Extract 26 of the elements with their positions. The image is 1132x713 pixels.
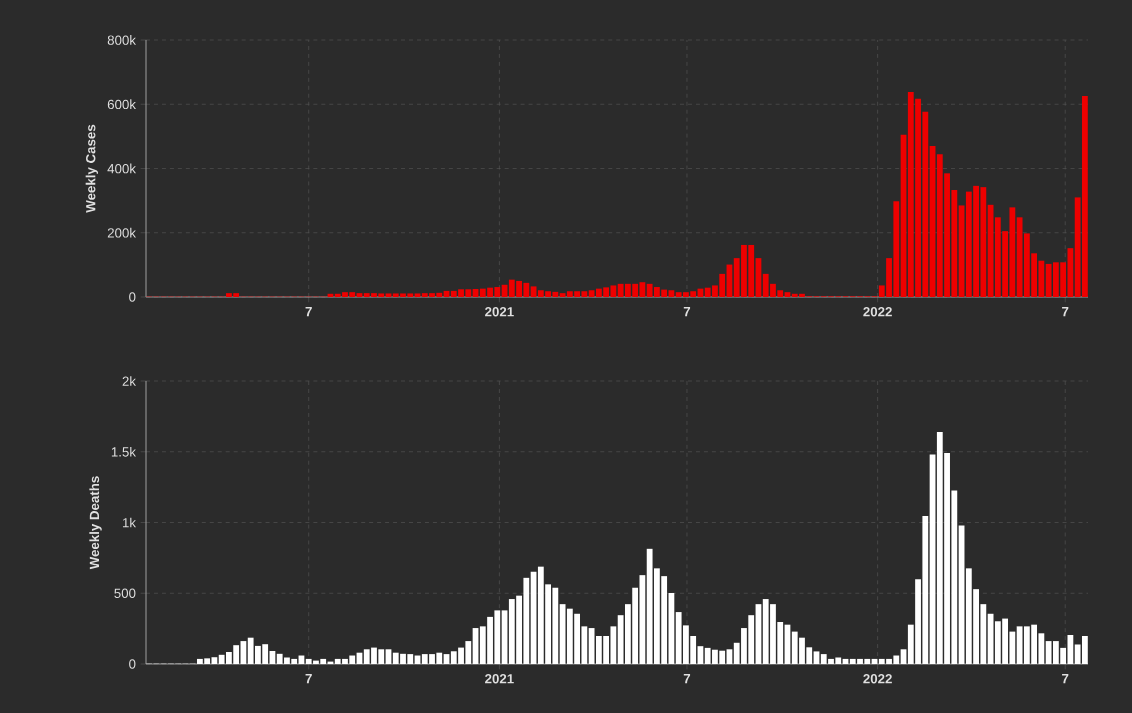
y-tick-label: 1.5k: [111, 446, 136, 457]
bar: [385, 293, 392, 297]
x-tick-label: 2021: [485, 307, 514, 317]
y-tick-label: 400k: [107, 163, 136, 174]
y-tick-label: 0: [129, 659, 136, 669]
y-tick-label: 600k: [107, 99, 136, 110]
x-tick-label: 2022: [863, 674, 892, 684]
x-tick-label: 7: [305, 674, 312, 684]
y-tick-label: 200k: [107, 227, 136, 238]
y-tick-label: 1k: [122, 517, 136, 528]
x-tick-label: 2021: [485, 674, 514, 684]
y-tick-label: 0: [129, 292, 136, 302]
y-axis-title: Weekly Cases: [85, 124, 99, 213]
bar: [356, 293, 363, 297]
x-tick-label: 7: [305, 307, 312, 317]
x-tick-label: 7: [683, 674, 691, 684]
y-tick-label: 800k: [107, 35, 136, 45]
x-tick-label: 7: [1062, 674, 1069, 684]
x-tick-label: 7: [1062, 307, 1069, 317]
bar: [414, 293, 421, 297]
x-tick-label: 7: [683, 307, 691, 317]
bar: [668, 290, 675, 297]
y-tick-label: 2k: [122, 376, 136, 386]
y-axis-title: Weekly Deaths: [89, 476, 102, 570]
x-tick-label: 2022: [863, 307, 892, 317]
y-tick-label: 500: [114, 588, 136, 598]
